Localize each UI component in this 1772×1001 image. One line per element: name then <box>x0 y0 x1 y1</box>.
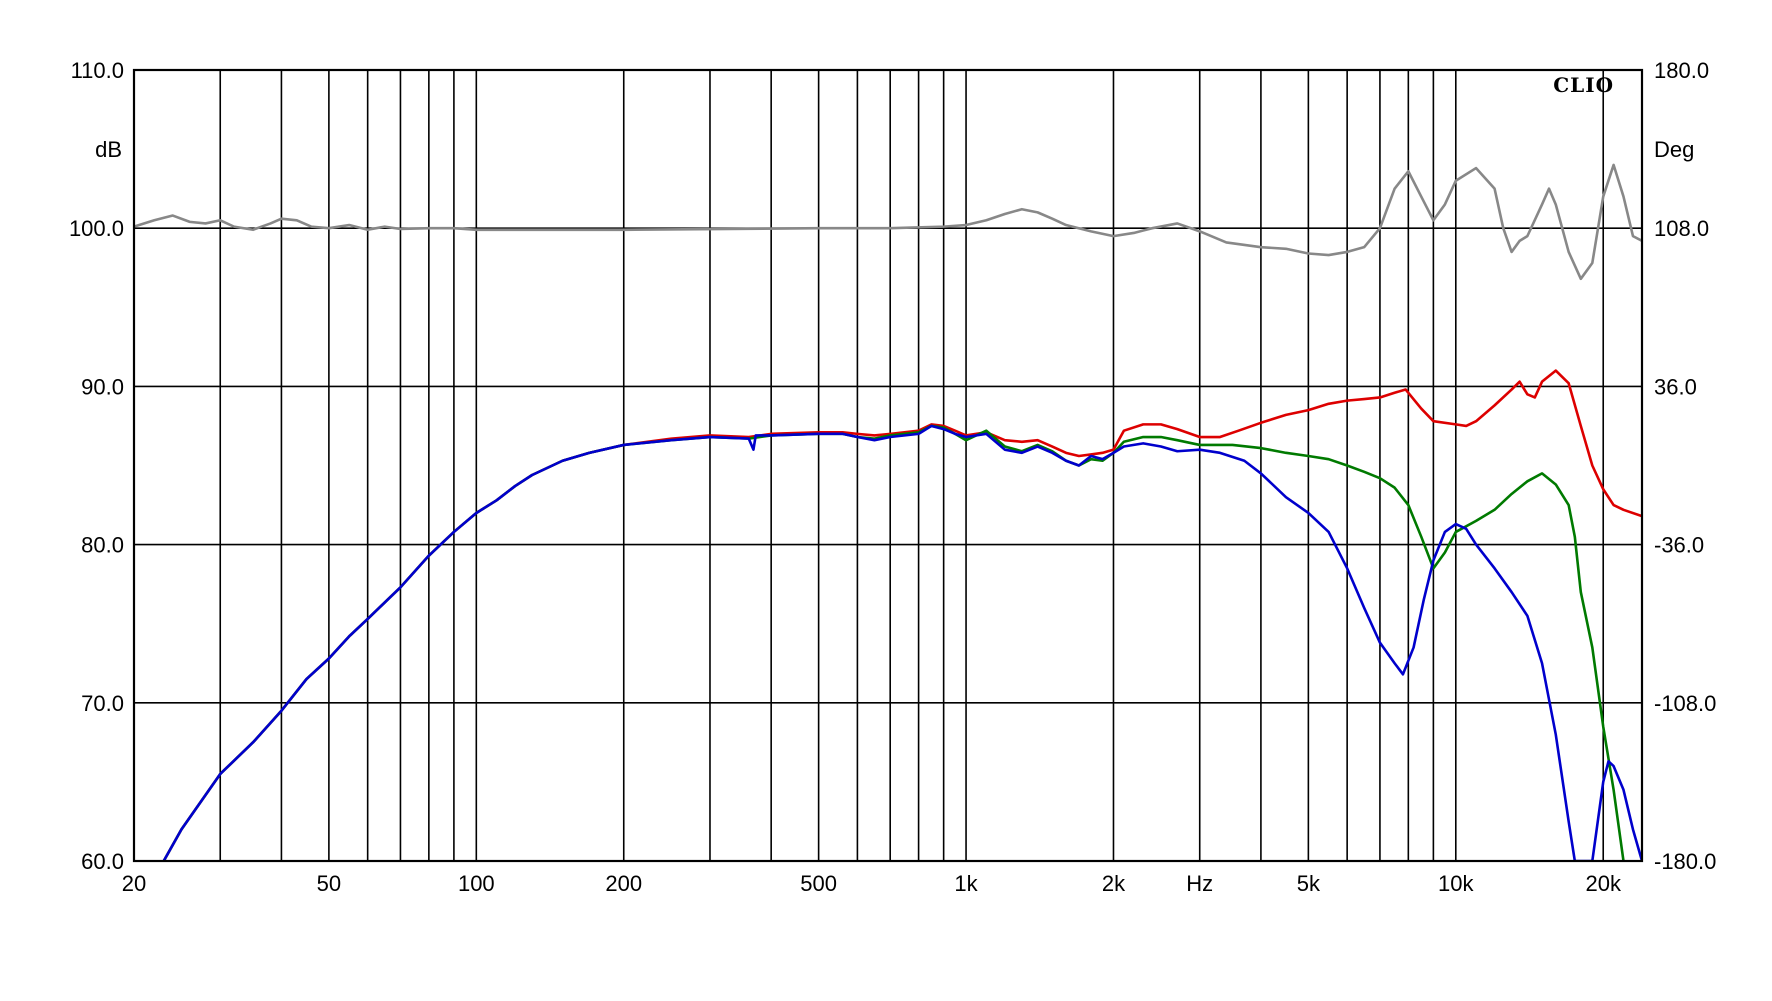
y-tick-label: 90.0 <box>81 374 124 399</box>
series-line-2 <box>162 424 1625 861</box>
x-tick-label: 20k <box>1585 871 1621 896</box>
y-tick-label: 100.0 <box>69 216 124 241</box>
x-axis-unit-label: Hz <box>1186 871 1213 896</box>
x-tick-label: 5k <box>1297 871 1321 896</box>
y-tick-label: 110.0 <box>71 58 124 83</box>
y-tick-label: 60.0 <box>81 849 124 874</box>
y2-tick-label: 180.0 <box>1654 58 1709 83</box>
y2-tick-label: -180.0 <box>1654 849 1716 874</box>
x-tick-label: 100 <box>458 871 495 896</box>
y2-tick-label: 108.0 <box>1654 216 1709 241</box>
x-tick-label: 20 <box>122 871 146 896</box>
vertical-gridlines <box>133 70 1605 861</box>
series-layer <box>134 163 1642 861</box>
series-line-0 <box>134 163 1642 281</box>
y-tick-label: 70.0 <box>81 691 124 716</box>
x-tick-label: 1k <box>954 871 978 896</box>
y-tick-labels: 110.0 100.0 90.0 80.0 70.0 60.0 <box>69 58 124 874</box>
y2-tick-labels: 180.0 108.0 36.0 -36.0 -108.0 -180.0 <box>1654 58 1716 874</box>
y-axis-unit-label: dB <box>95 137 122 162</box>
series-line-3 <box>162 424 1642 861</box>
x-tick-label: 2k <box>1102 871 1126 896</box>
y-tick-label: 80.0 <box>81 533 124 558</box>
y2-tick-label: 36.0 <box>1654 374 1697 399</box>
plot-frame <box>132 68 1644 863</box>
x-tick-label: 50 <box>317 871 341 896</box>
x-tick-label: 10k <box>1438 871 1474 896</box>
y2-axis-unit-label: Deg <box>1654 137 1694 162</box>
x-tick-label: 500 <box>800 871 837 896</box>
brand-logo: CLIO <box>1553 73 1614 97</box>
y2-tick-label: -108.0 <box>1654 691 1716 716</box>
x-tick-labels: 20 50 100 200 500 1k 2k 5k 10k 20k <box>122 871 1622 896</box>
x-tick-label: 200 <box>605 871 642 896</box>
y2-tick-label: -36.0 <box>1654 533 1704 558</box>
